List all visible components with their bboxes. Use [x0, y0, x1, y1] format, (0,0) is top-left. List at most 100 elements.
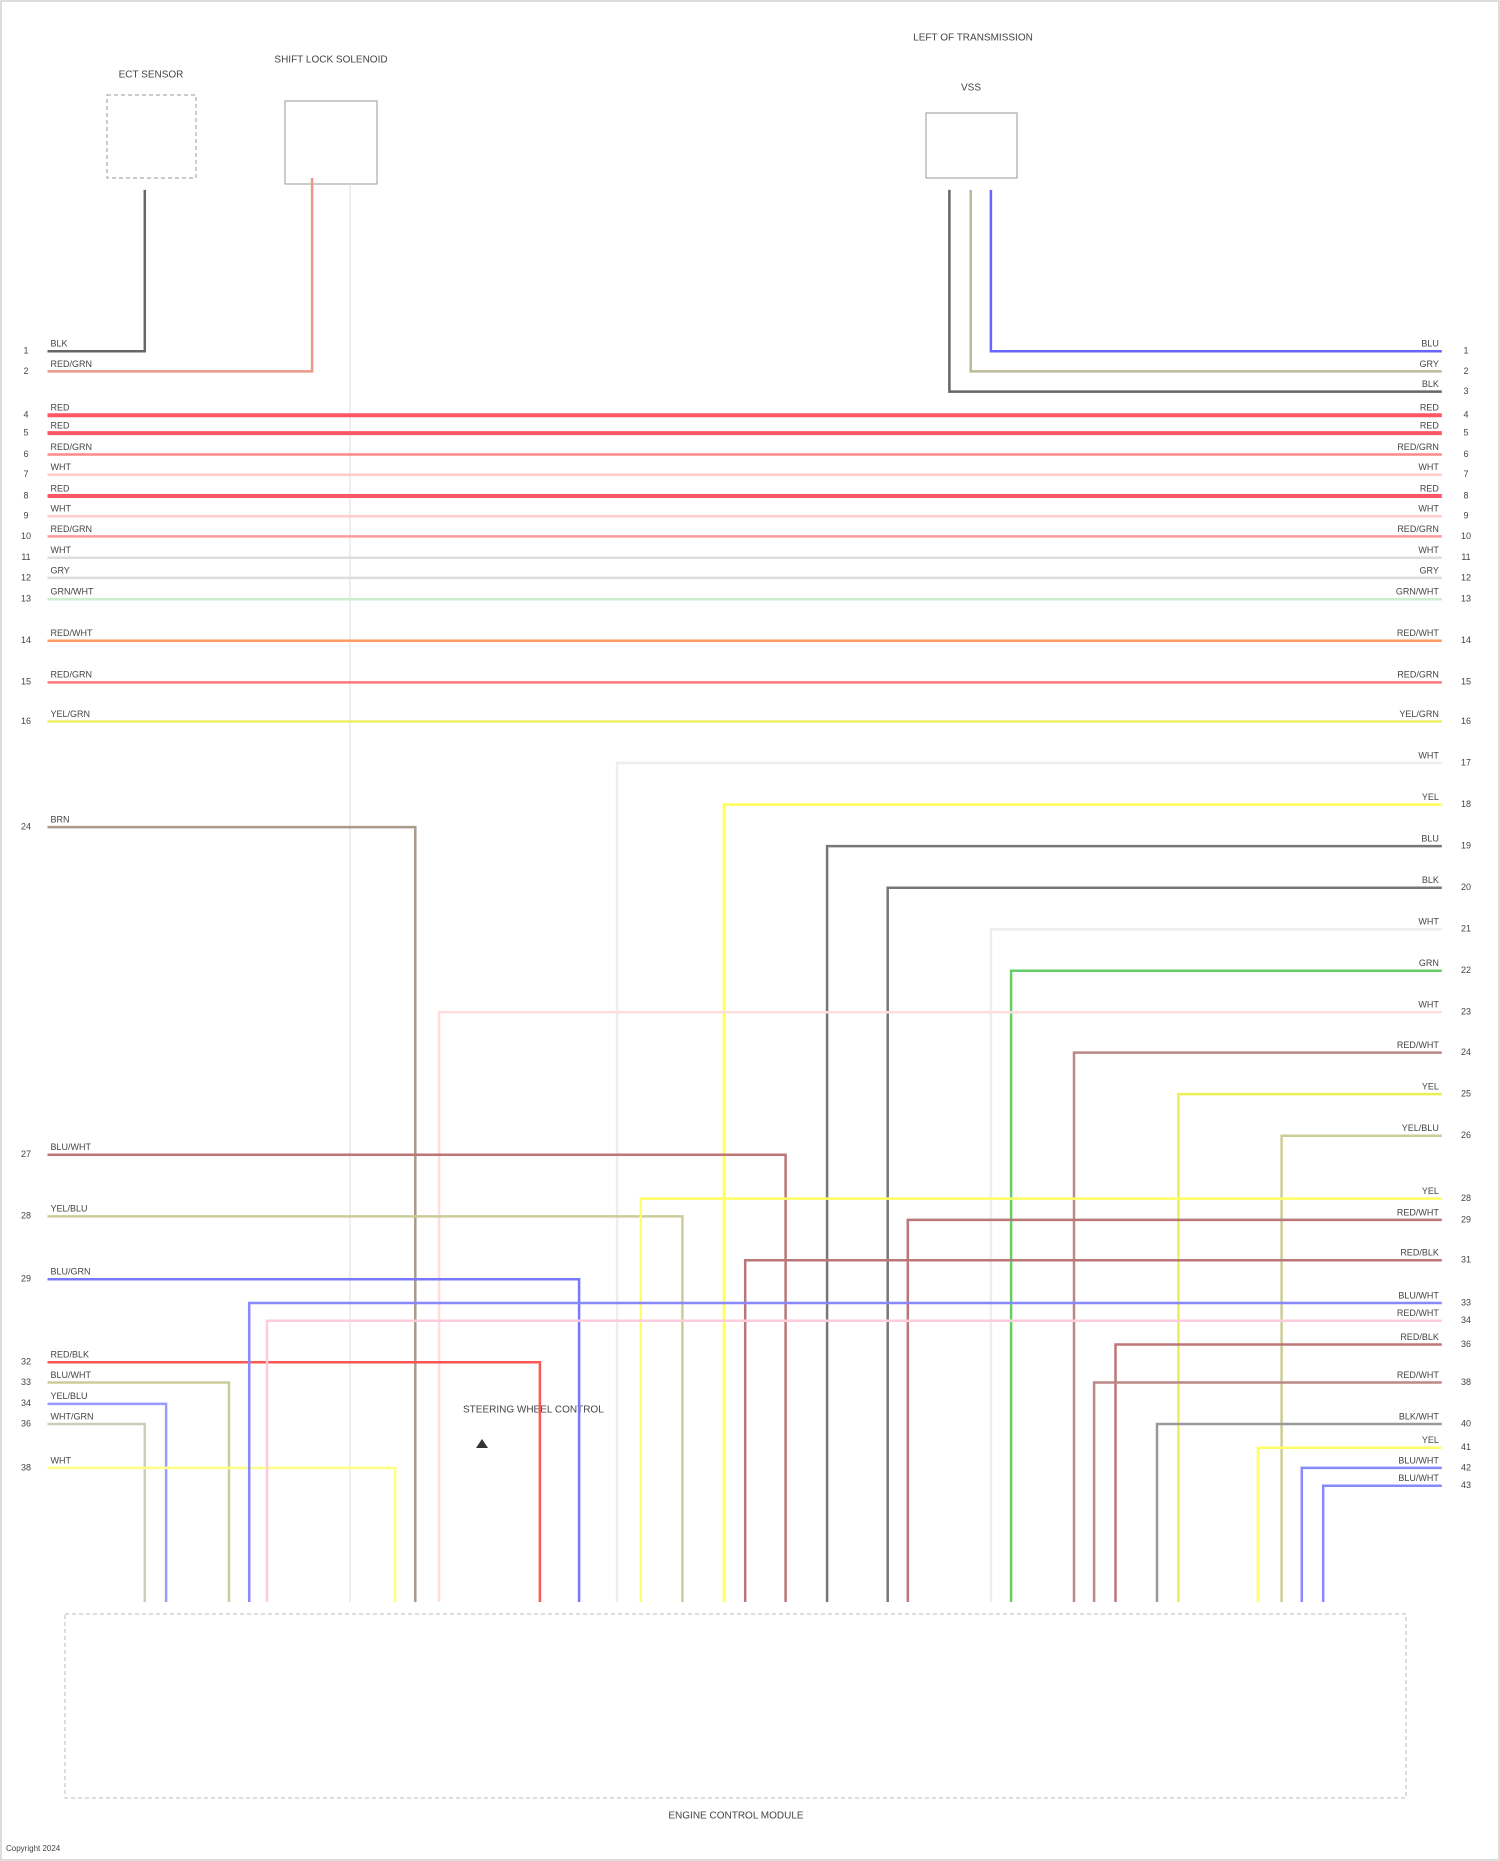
pin-number: 3: [1463, 386, 1468, 396]
wire-label: RED/WHT: [50, 628, 92, 638]
pin-number: 28: [1461, 1193, 1471, 1203]
pin-number: 2: [23, 366, 28, 376]
pin-number: 13: [1461, 594, 1471, 604]
pin-number: 16: [1461, 716, 1471, 726]
wire-label: RED/GRN: [1397, 524, 1439, 534]
wire-label: RED: [1420, 483, 1440, 493]
wire-label: GRN/WHT: [50, 587, 93, 597]
wire-label: YEL/BLU: [50, 1204, 87, 1214]
component-box: [925, 112, 1018, 179]
wire-label: RED/GRN: [1397, 442, 1439, 452]
component-box: [284, 100, 378, 185]
wire-label: RED/WHT: [1397, 1040, 1439, 1050]
pin-number: 34: [1461, 1315, 1471, 1325]
pin-number: 38: [21, 1462, 31, 1472]
pin-number: 25: [1461, 1089, 1471, 1099]
wire-label: BLK: [50, 339, 67, 349]
wire-label: YEL: [1422, 792, 1439, 802]
wire: [47, 1215, 684, 1602]
wire: [1072, 1051, 1442, 1602]
wire-label: WHT: [1418, 504, 1439, 514]
pin-number: 15: [1461, 677, 1471, 687]
pin-number: 8: [1463, 490, 1468, 500]
wire: [47, 189, 147, 353]
pin-number: 38: [1461, 1377, 1471, 1387]
pin-number: 15: [21, 677, 31, 687]
wire: [47, 1153, 787, 1602]
wire: [265, 1319, 1442, 1602]
wire: [886, 886, 1442, 1602]
pin-number: 6: [23, 449, 28, 459]
wire-label: BLU: [1421, 339, 1439, 349]
wire-label: YEL/BLU: [1402, 1123, 1439, 1133]
arrow-icon: [476, 1439, 488, 1448]
pin-number: 16: [21, 716, 31, 726]
wire: [743, 1259, 1442, 1602]
wire-label: GRN/WHT: [1396, 587, 1439, 597]
wire-label: RED/GRN: [50, 359, 92, 369]
wire: [1321, 1484, 1442, 1602]
pin-number: 24: [21, 822, 31, 832]
wire-label: RED: [1420, 403, 1440, 413]
wire: [1177, 1092, 1442, 1602]
wire-label: YEL: [1422, 1082, 1439, 1092]
pin-number: 23: [1461, 1007, 1471, 1017]
wire-label: YEL/BLU: [50, 1391, 87, 1401]
wire-label: RED/GRN: [50, 442, 92, 452]
component-box: [64, 1613, 1407, 1799]
pin-number: 7: [23, 469, 28, 479]
component-label: SHIFT LOCK SOLENOID: [274, 55, 387, 66]
wire: [47, 1466, 397, 1602]
pin-number: 1: [1463, 346, 1468, 356]
wire-label: YEL: [1422, 1186, 1439, 1196]
pin-number: 12: [1461, 572, 1471, 582]
wire: [47, 1278, 581, 1602]
wire-label: WHT/GRN: [50, 1411, 93, 1421]
wire: [47, 1381, 231, 1602]
component-label: ENGINE CONTROL MODULE: [668, 1811, 804, 1822]
wire: [969, 189, 1442, 373]
wire: [47, 1402, 168, 1602]
location-label: LEFT OF TRANSMISSION: [913, 33, 1033, 44]
component-box: [106, 94, 197, 179]
pin-number: 10: [1461, 531, 1471, 541]
pin-number: 1: [23, 346, 28, 356]
pin-number: 4: [1463, 410, 1468, 420]
wire: [906, 1218, 1442, 1602]
pin-number: 26: [1461, 1130, 1471, 1140]
wire-label: RED: [1420, 421, 1440, 431]
pin-number: 27: [21, 1149, 31, 1159]
pin-number: 10: [21, 531, 31, 541]
wire: [1256, 1446, 1442, 1602]
wire: [989, 927, 1442, 1602]
wire-label: RED/BLK: [1400, 1332, 1439, 1342]
wire: [47, 825, 417, 1602]
wire-label: WHT: [1418, 750, 1439, 760]
wire-label: YEL/GRN: [50, 709, 90, 719]
wire-label: YEL/GRN: [1399, 709, 1439, 719]
pin-number: 13: [21, 594, 31, 604]
pin-number: 14: [1461, 635, 1471, 645]
wire: [615, 761, 1442, 1602]
pin-number: 2: [1463, 366, 1468, 376]
wire-label: WHT: [1418, 917, 1439, 927]
wire: [1155, 1422, 1442, 1602]
pin-number: 22: [1461, 965, 1471, 975]
pin-number: 17: [1461, 757, 1471, 767]
pin-number: 5: [23, 428, 28, 438]
wire-label: BRN: [50, 815, 69, 825]
pin-number: 40: [1461, 1418, 1471, 1428]
wire-label: RED/BLK: [1400, 1248, 1439, 1258]
pin-number: 6: [1463, 449, 1468, 459]
wire-label: GRY: [50, 565, 69, 575]
pin-number: 24: [1461, 1047, 1471, 1057]
pin-number: 20: [1461, 882, 1471, 892]
wire-label: BLU/WHT: [50, 1370, 91, 1380]
wire-label: WHT: [1418, 545, 1439, 555]
wire: [825, 844, 1442, 1602]
wire: [1114, 1343, 1442, 1602]
pin-number: 18: [1461, 799, 1471, 809]
pin-number: 42: [1461, 1462, 1471, 1472]
wire-label: WHT: [50, 1455, 71, 1465]
